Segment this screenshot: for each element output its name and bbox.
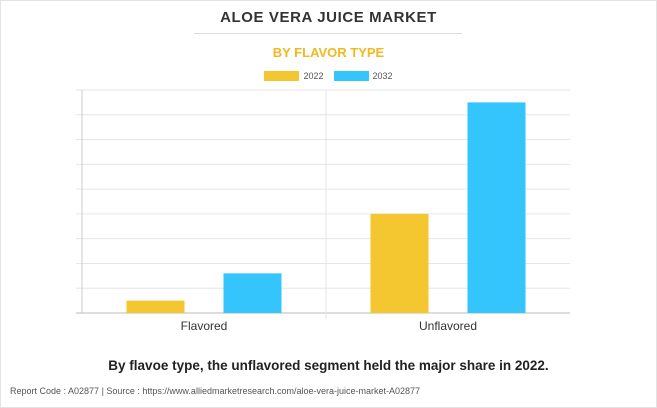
legend-item-2032: 2032: [333, 71, 393, 81]
report-footer: Report Code : A02877 | Source : https://…: [10, 386, 421, 396]
chart-caption: By flavoe type, the unflavored segment h…: [108, 358, 549, 373]
bar-unflavored-2022: [370, 213, 429, 313]
x-tick-label: Flavored: [181, 319, 228, 333]
legend-swatch-2022: [264, 71, 300, 81]
legend: 2022 2032: [0, 71, 657, 81]
chart-title: ALOE VERA JUICE MARKET: [220, 9, 437, 26]
legend-label-2022: 2022: [303, 71, 324, 81]
legend-swatch-2032: [333, 71, 369, 81]
x-tick-label: Unflavored: [419, 319, 477, 333]
title-divider: [194, 33, 462, 34]
bar-unflavored-2032: [467, 102, 526, 313]
legend-label-2032: 2032: [372, 71, 393, 81]
bar-flavored-2022: [126, 300, 185, 313]
legend-item-2022: 2022: [264, 71, 324, 81]
bar-flavored-2032: [223, 273, 282, 313]
chart-subtitle: BY FLAVOR TYPE: [272, 45, 385, 60]
